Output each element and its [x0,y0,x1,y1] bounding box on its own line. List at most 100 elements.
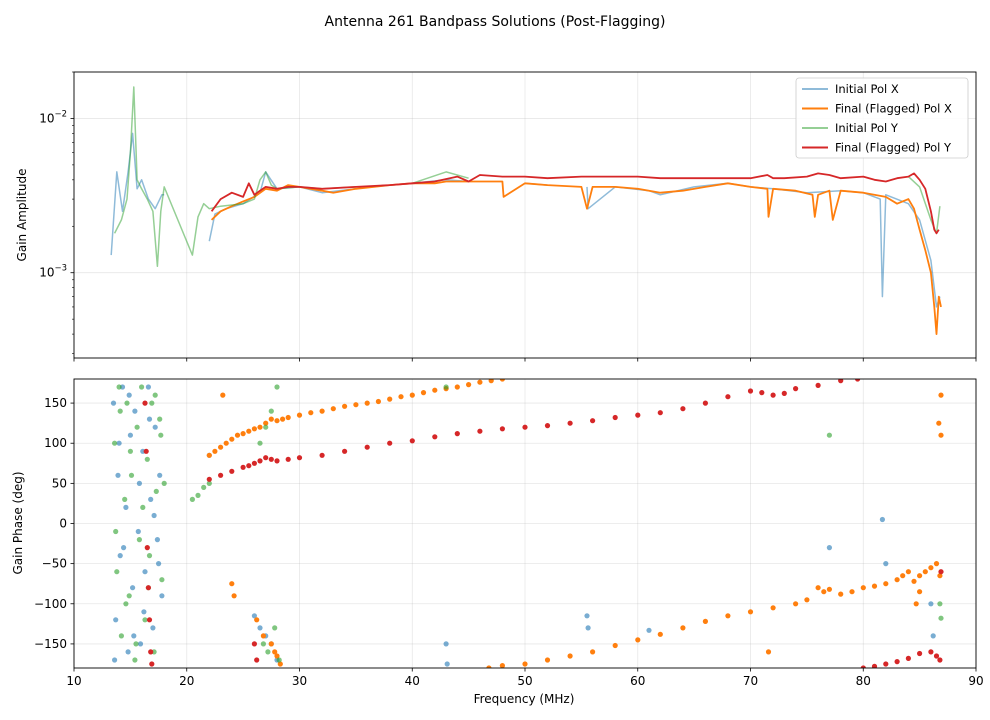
phase-point [342,403,348,409]
phase-point [251,460,257,466]
phase-point [443,384,449,390]
phase-point [917,589,923,595]
phase-point [928,649,934,655]
legend-label: Initial Pol X [835,82,899,96]
phase-point [272,625,278,631]
phase-point [274,653,280,659]
phase-point [128,472,135,478]
phase-point [280,416,286,422]
phase-point [296,412,303,418]
phase-point [161,480,167,486]
phase-point [121,545,127,551]
phase-point [218,472,224,478]
phase-point [933,653,940,659]
phase-point [132,657,138,663]
phase-point [522,661,528,667]
phase-point [585,625,591,631]
phase-point [220,392,226,398]
phase-x-tick-label: 80 [856,674,871,688]
phase-point [260,633,266,639]
phase-point [212,448,218,454]
amplitude-series-line [412,171,469,185]
phase-point [815,382,821,388]
amplitude-ticks: 10−3 10−2 [39,71,977,362]
phase-point [133,641,139,647]
phase-point [135,528,141,535]
phase-point [125,649,131,655]
amplitude-series-line [110,132,165,256]
phase-point [387,396,393,402]
phase-point [567,653,573,659]
phase-x-tick-label: 40 [405,674,420,688]
phase-point [488,379,494,384]
amplitude-y-tick-label: 10−2 [39,109,67,125]
phase-point [257,458,263,464]
phase-point [883,581,889,587]
phase-point [274,458,280,464]
phase-point [274,384,280,390]
phase-point [143,448,149,454]
phase-point [156,561,162,567]
phase-point [826,586,833,592]
phase-y-tick-label: −50 [42,557,67,571]
phase-point [454,384,460,390]
legend-label: Final (Flagged) Pol Y [835,141,952,155]
phase-point [353,402,359,408]
phase-point [268,456,274,462]
phase-point [114,569,120,575]
phase-point [855,379,861,382]
phase-point [246,463,252,469]
phase-point [158,432,164,438]
phase-point [149,400,155,406]
amplitude-y-tick-label: 10−3 [39,264,67,280]
phase-point [195,492,201,498]
phase-point [928,601,934,607]
phase-point [263,455,269,461]
phase-point [793,386,799,392]
phase-point [364,444,370,450]
phase-point [117,408,123,414]
phase-point [486,665,492,668]
phase-x-tick-label: 90 [968,674,983,688]
phase-point [499,379,505,382]
phase-point [110,400,117,406]
phase-point [206,480,212,486]
phase-point [759,390,765,396]
phase-point [206,476,212,482]
phase-point [849,589,855,595]
phase-point [240,464,246,470]
phase-point [522,424,528,430]
phase-point [937,657,943,663]
phase-point [860,665,866,668]
phase-point [499,426,505,432]
phase-point [251,641,257,647]
phase-point [544,423,551,429]
phase-point [747,609,754,615]
phase-point [544,657,551,663]
phase-point [145,384,151,390]
phase-point [804,597,810,603]
phase-point [131,633,137,639]
phase-point [136,537,142,543]
phase-point [127,432,133,438]
phase-point [148,496,154,502]
phase-y-tick-label: −150 [34,637,67,651]
phase-point [122,496,128,502]
phase-point [319,452,325,458]
phase-point [913,601,919,607]
phase-point [871,583,878,589]
phase-point [499,663,505,668]
phase-point [150,625,156,631]
phase-x-tick-label: 50 [517,674,532,688]
phase-point [770,605,776,611]
phase-point [838,379,844,384]
phase-point [113,528,119,535]
phase-point [154,537,160,543]
phase-point [922,569,928,575]
phase-point [140,504,146,510]
phase-point [375,398,381,405]
phase-point [231,593,237,599]
phase-point [937,601,943,607]
phase-point [112,657,118,663]
